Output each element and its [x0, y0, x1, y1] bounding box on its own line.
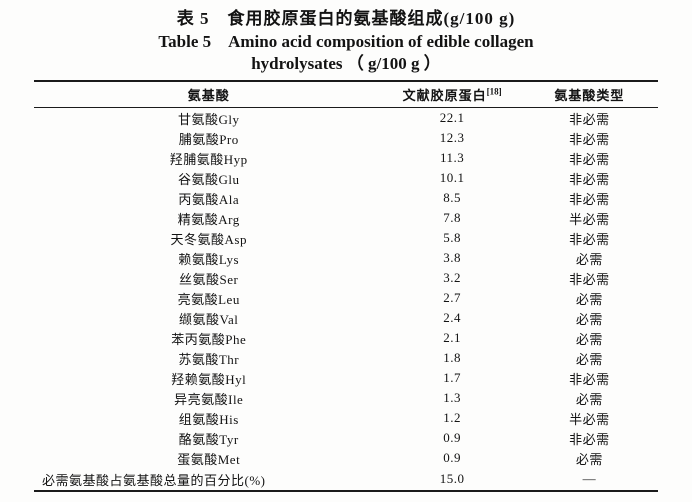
table-row: 组氨酸His 1.2 半必需: [34, 408, 658, 428]
amino-acid-value: 1.8: [443, 350, 461, 365]
header-amino-acid: 氨基酸: [187, 88, 230, 103]
table-row: 苏氨酸Thr 1.8 必需: [34, 348, 658, 368]
header-collagen-reference: 文献胶原蛋白[18]: [383, 81, 520, 108]
amino-acid-value: 1.2: [443, 410, 461, 425]
footer-essential-percentage-value: 15.0: [439, 471, 465, 486]
header-amino-acid-type: 氨基酸类型: [554, 88, 625, 103]
amino-acid-value: 0.9: [443, 430, 461, 445]
amino-acid-name: 亮氨酸Leu: [177, 291, 240, 307]
amino-acid-value: 12.3: [439, 130, 465, 145]
amino-acid-value: 8.5: [443, 190, 461, 205]
table-caption-zh: 表 5 食用胶原蛋白的氨基酸组成(g/100 g): [176, 9, 516, 28]
amino-acid-type: 非必需: [569, 231, 610, 247]
amino-acid-name: 谷氨酸Glu: [177, 171, 240, 187]
amino-acid-value: 2.1: [443, 330, 461, 345]
amino-acid-value: 10.1: [439, 170, 465, 185]
amino-acid-value: 2.7: [443, 290, 461, 305]
footer-row: 必需氨基酸占氨基酸总量的百分比(%) 15.0 —: [34, 468, 658, 491]
amino-acid-type: 必需: [575, 391, 603, 407]
table-row: 异亮氨酸Ile 1.3 必需: [34, 388, 658, 408]
amino-acid-value: 3.8: [443, 250, 461, 265]
amino-acid-name: 精氨酸Arg: [177, 211, 240, 227]
amino-acid-type: 半必需: [569, 411, 610, 427]
table-row: 丙氨酸Ala 8.5 非必需: [34, 188, 658, 208]
amino-acid-type: 非必需: [569, 111, 610, 127]
amino-acid-name: 甘氨酸Gly: [177, 111, 240, 127]
amino-acid-name: 苏氨酸Thr: [178, 351, 240, 367]
amino-acid-name: 脯氨酸Pro: [178, 131, 239, 147]
header-citation-superscript: [18]: [486, 86, 502, 97]
amino-acid-type: 半必需: [569, 211, 610, 227]
amino-acid-table: 氨基酸 文献胶原蛋白[18] 氨基酸类型 甘氨酸Gly 22.1 非必需 脯氨酸…: [34, 80, 658, 492]
table-row: 羟脯氨酸Hyp 11.3 非必需: [34, 148, 658, 168]
footer-essential-percentage-type: —: [582, 471, 597, 486]
amino-acid-value: 0.9: [443, 450, 461, 465]
table-row: 谷氨酸Glu 10.1 非必需: [34, 168, 658, 188]
amino-acid-type: 非必需: [569, 131, 610, 147]
amino-acid-value: 22.1: [439, 110, 465, 125]
table-row: 苯丙氨酸Phe 2.1 必需: [34, 328, 658, 348]
header-row: 氨基酸 文献胶原蛋白[18] 氨基酸类型: [34, 81, 658, 108]
table-caption-en-line1: Table 5 Amino acid composition of edible…: [158, 32, 534, 51]
amino-acid-type: 非必需: [569, 151, 610, 167]
amino-acid-type: 必需: [575, 251, 603, 267]
table-body: 甘氨酸Gly 22.1 非必需 脯氨酸Pro 12.3 非必需 羟脯氨酸Hyp …: [34, 108, 658, 469]
amino-acid-value: 2.4: [443, 310, 461, 325]
amino-acid-type: 非必需: [569, 171, 610, 187]
amino-acid-name: 缬氨酸Val: [179, 311, 239, 327]
amino-acid-type: 非必需: [569, 371, 610, 387]
table-row: 脯氨酸Pro 12.3 非必需: [34, 128, 658, 148]
table-row: 赖氨酸Lys 3.8 必需: [34, 248, 658, 268]
table-row: 天冬氨酸Asp 5.8 非必需: [34, 228, 658, 248]
header-collagen-reference-text: 文献胶原蛋白: [402, 88, 487, 103]
table-row: 精氨酸Arg 7.8 半必需: [34, 208, 658, 228]
amino-acid-name: 丙氨酸Ala: [178, 191, 240, 207]
amino-acid-type: 非必需: [569, 271, 610, 287]
amino-acid-value: 5.8: [443, 230, 461, 245]
amino-acid-type: 非必需: [569, 191, 610, 207]
amino-acid-type: 必需: [575, 351, 603, 367]
amino-acid-name: 异亮氨酸Ile: [174, 391, 244, 407]
amino-acid-value: 7.8: [443, 210, 461, 225]
table-row: 亮氨酸Leu 2.7 必需: [34, 288, 658, 308]
amino-acid-name: 丝氨酸Ser: [179, 271, 239, 287]
amino-acid-name: 赖氨酸Lys: [178, 251, 240, 267]
amino-acid-value: 11.3: [439, 150, 465, 165]
amino-acid-type: 必需: [575, 451, 603, 467]
table-row: 酪氨酸Tyr 0.9 非必需: [34, 428, 658, 448]
amino-acid-type: 必需: [575, 311, 603, 327]
table-row: 蛋氨酸Met 0.9 必需: [34, 448, 658, 468]
table-row: 缬氨酸Val 2.4 必需: [34, 308, 658, 328]
amino-acid-type: 必需: [575, 291, 603, 307]
amino-acid-value: 3.2: [443, 270, 461, 285]
amino-acid-name: 苯丙氨酸Phe: [171, 331, 247, 347]
amino-acid-value: 1.3: [443, 390, 461, 405]
table-row: 丝氨酸Ser 3.2 非必需: [34, 268, 658, 288]
amino-acid-name: 酪氨酸Tyr: [178, 431, 239, 447]
amino-acid-name: 蛋氨酸Met: [177, 451, 241, 467]
table-row: 甘氨酸Gly 22.1 非必需: [34, 108, 658, 129]
table-row: 羟赖氨酸Hyl 1.7 非必需: [34, 368, 658, 388]
table-caption-en-line2: hydrolysates （ g/100 g ）: [251, 54, 441, 73]
amino-acid-value: 1.7: [443, 370, 461, 385]
amino-acid-type: 必需: [575, 331, 603, 347]
amino-acid-type: 非必需: [569, 431, 610, 447]
amino-acid-name: 羟脯氨酸Hyp: [169, 151, 248, 167]
amino-acid-name: 羟赖氨酸Hyl: [171, 371, 247, 387]
amino-acid-name: 天冬氨酸Asp: [170, 231, 247, 247]
footer-essential-percentage-label: 必需氨基酸占氨基酸总量的百分比(%): [42, 472, 266, 488]
amino-acid-name: 组氨酸His: [178, 411, 239, 427]
